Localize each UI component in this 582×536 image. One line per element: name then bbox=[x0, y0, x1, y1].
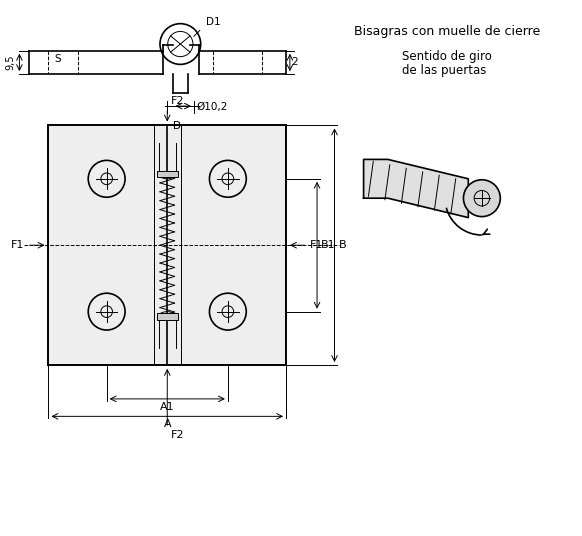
Polygon shape bbox=[364, 159, 469, 218]
Text: A1: A1 bbox=[160, 402, 175, 412]
Text: 2: 2 bbox=[291, 57, 297, 68]
Text: F2: F2 bbox=[171, 430, 184, 440]
Bar bbox=[157, 313, 178, 320]
Text: B1: B1 bbox=[321, 240, 336, 250]
Text: S: S bbox=[55, 54, 62, 64]
Text: B: B bbox=[338, 240, 346, 250]
Text: de las puertas: de las puertas bbox=[402, 64, 487, 77]
Text: F1: F1 bbox=[11, 240, 24, 250]
Text: D: D bbox=[173, 121, 182, 131]
Text: 9,5: 9,5 bbox=[5, 55, 16, 70]
Circle shape bbox=[463, 180, 501, 217]
Text: Ø10,2: Ø10,2 bbox=[197, 102, 228, 112]
Text: F1: F1 bbox=[310, 240, 324, 250]
Text: F2: F2 bbox=[171, 96, 184, 106]
Text: Sentido de giro: Sentido de giro bbox=[402, 50, 492, 63]
Text: Bisagras con muelle de cierre: Bisagras con muelle de cierre bbox=[354, 25, 540, 38]
Bar bbox=[48, 125, 286, 365]
Text: D1: D1 bbox=[205, 17, 220, 27]
Bar bbox=[157, 170, 178, 177]
Text: A: A bbox=[164, 419, 171, 429]
